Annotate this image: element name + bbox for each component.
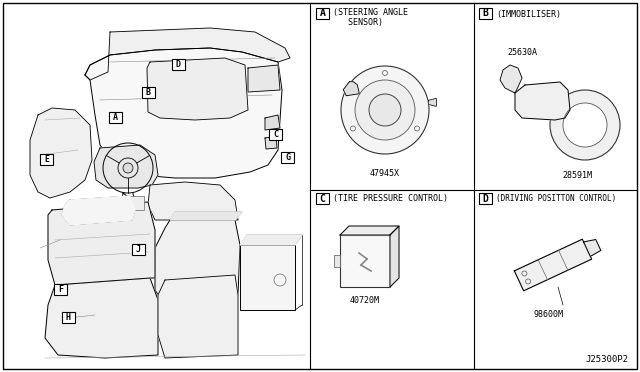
Polygon shape: [515, 82, 570, 120]
FancyBboxPatch shape: [142, 87, 155, 98]
FancyBboxPatch shape: [132, 244, 145, 255]
FancyBboxPatch shape: [122, 196, 144, 210]
Circle shape: [369, 94, 401, 126]
Polygon shape: [94, 145, 158, 188]
Polygon shape: [584, 240, 601, 256]
Circle shape: [355, 80, 415, 140]
Polygon shape: [265, 115, 280, 130]
Text: 25630A: 25630A: [507, 48, 537, 57]
Text: D: D: [483, 193, 488, 203]
Polygon shape: [390, 226, 399, 287]
Polygon shape: [170, 212, 242, 220]
Text: J: J: [136, 245, 141, 254]
Text: D: D: [176, 60, 181, 69]
Polygon shape: [62, 196, 135, 225]
Text: E: E: [44, 155, 49, 164]
Bar: [334, 255, 340, 267]
Text: (STEERING ANGLE: (STEERING ANGLE: [333, 7, 408, 16]
Polygon shape: [30, 108, 92, 198]
Polygon shape: [240, 245, 295, 310]
FancyBboxPatch shape: [479, 193, 492, 204]
Polygon shape: [155, 220, 240, 308]
Polygon shape: [45, 278, 158, 358]
Polygon shape: [240, 235, 302, 245]
Polygon shape: [85, 28, 290, 80]
Polygon shape: [248, 65, 280, 92]
FancyBboxPatch shape: [316, 8, 329, 19]
FancyBboxPatch shape: [281, 152, 294, 163]
FancyBboxPatch shape: [316, 193, 329, 204]
Text: 98600M: 98600M: [533, 310, 563, 319]
Circle shape: [550, 90, 620, 160]
Circle shape: [341, 66, 429, 154]
Polygon shape: [147, 58, 248, 120]
Bar: [340, 235, 390, 287]
Polygon shape: [85, 48, 282, 178]
Text: A: A: [319, 9, 325, 19]
FancyBboxPatch shape: [269, 129, 282, 140]
Polygon shape: [265, 136, 277, 149]
Text: B: B: [483, 9, 488, 19]
Circle shape: [123, 163, 133, 173]
Polygon shape: [343, 82, 359, 96]
Text: 47945X: 47945X: [370, 169, 400, 178]
Text: C: C: [319, 193, 325, 203]
Polygon shape: [158, 275, 238, 358]
Text: J25300P2: J25300P2: [585, 355, 628, 364]
Text: (DRIVING POSITTON CONTROL): (DRIVING POSITTON CONTROL): [496, 195, 616, 203]
FancyBboxPatch shape: [40, 154, 53, 165]
FancyBboxPatch shape: [62, 312, 75, 323]
FancyBboxPatch shape: [54, 284, 67, 295]
Text: C: C: [273, 130, 278, 139]
FancyBboxPatch shape: [172, 59, 185, 70]
Polygon shape: [500, 65, 522, 93]
Text: A: A: [113, 113, 118, 122]
Polygon shape: [428, 98, 436, 106]
Text: (TIRE PRESSURE CONTROL): (TIRE PRESSURE CONTROL): [333, 195, 448, 203]
FancyBboxPatch shape: [109, 112, 122, 123]
Text: 40720M: 40720M: [350, 296, 380, 305]
Text: 28591M: 28591M: [562, 171, 592, 180]
Circle shape: [563, 103, 607, 147]
Polygon shape: [148, 182, 238, 220]
Text: F: F: [58, 285, 63, 294]
FancyBboxPatch shape: [479, 8, 492, 19]
Text: G: G: [285, 153, 290, 162]
Polygon shape: [515, 239, 591, 291]
Polygon shape: [48, 202, 155, 285]
Text: (IMMOBILISER): (IMMOBILISER): [496, 10, 561, 19]
Text: SENSOR): SENSOR): [338, 17, 383, 26]
Text: H: H: [66, 313, 71, 322]
Text: B: B: [146, 88, 151, 97]
Polygon shape: [340, 226, 399, 235]
